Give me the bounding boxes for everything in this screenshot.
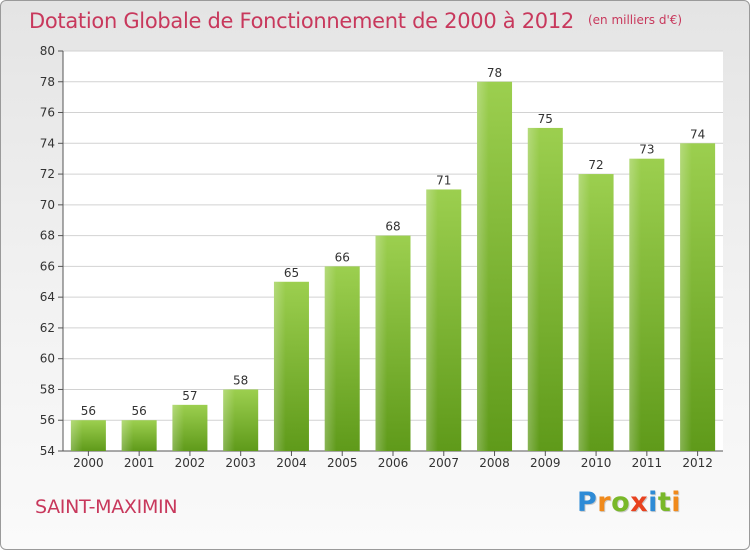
x-tick-label: 2011 bbox=[632, 456, 663, 470]
bar-value-label: 58 bbox=[233, 373, 248, 387]
x-tick-label: 2000 bbox=[73, 456, 104, 470]
bar-highlight bbox=[375, 235, 388, 451]
bar-value-label: 78 bbox=[487, 66, 502, 80]
y-tick-label: 80 bbox=[40, 44, 55, 58]
bar-value-label: 56 bbox=[132, 404, 147, 418]
bar-highlight bbox=[680, 143, 692, 452]
bar-highlight bbox=[426, 189, 438, 451]
logo-letter: i bbox=[671, 487, 682, 518]
x-tick-label: 2001 bbox=[124, 456, 155, 470]
y-tick-label: 64 bbox=[40, 290, 55, 304]
y-tick-label: 74 bbox=[40, 136, 55, 150]
bar-highlight bbox=[324, 266, 337, 451]
bar-value-label: 56 bbox=[81, 404, 96, 418]
bar-highlight bbox=[121, 420, 134, 451]
x-tick-label: 2010 bbox=[581, 456, 612, 470]
chart-title-text: Dotation Globale de Fonctionnement de 20… bbox=[29, 9, 574, 33]
bar-value-label: 66 bbox=[335, 250, 350, 264]
y-tick-label: 72 bbox=[40, 167, 55, 181]
logo-letter: t bbox=[657, 487, 672, 518]
y-tick-label: 58 bbox=[40, 382, 55, 396]
proxiti-logo: Proxiti bbox=[577, 487, 681, 518]
logo-letter: x bbox=[630, 487, 649, 518]
chart-unit: (en milliers d'€) bbox=[587, 13, 683, 27]
bar-highlight bbox=[629, 158, 642, 451]
y-tick-label: 70 bbox=[40, 198, 55, 212]
logo-letter: P bbox=[577, 487, 598, 518]
bar-highlight bbox=[273, 281, 286, 451]
y-tick-label: 62 bbox=[40, 321, 55, 335]
bar-value-label: 74 bbox=[690, 127, 705, 141]
logo-letter: o bbox=[611, 487, 631, 518]
x-tick-label: 2004 bbox=[276, 456, 307, 470]
bar-value-label: 71 bbox=[436, 173, 451, 187]
logo-letter: i bbox=[648, 487, 658, 518]
bar-highlight bbox=[70, 420, 83, 451]
y-tick-label: 78 bbox=[40, 75, 55, 89]
chart-title: Dotation Globale de Fonctionnement de 20… bbox=[29, 9, 682, 33]
x-tick-label: 2006 bbox=[378, 456, 409, 470]
y-tick-label: 56 bbox=[40, 413, 55, 427]
logo-letter: r bbox=[597, 487, 612, 518]
x-tick-label: 2002 bbox=[175, 456, 206, 470]
x-tick-label: 2003 bbox=[225, 456, 256, 470]
x-tick-label: 2007 bbox=[428, 456, 459, 470]
bar-highlight bbox=[172, 404, 185, 451]
y-tick-label: 60 bbox=[40, 352, 55, 366]
y-tick-label: 68 bbox=[40, 229, 55, 243]
x-tick-label: 2008 bbox=[479, 456, 510, 470]
x-tick-label: 2005 bbox=[327, 456, 358, 470]
bar-highlight bbox=[477, 81, 489, 452]
x-tick-label: 2009 bbox=[530, 456, 561, 470]
bar-highlight bbox=[578, 174, 591, 452]
bar-value-label: 75 bbox=[538, 112, 553, 126]
bar-value-label: 68 bbox=[385, 220, 400, 234]
bar-value-label: 73 bbox=[639, 143, 654, 157]
y-tick-label: 54 bbox=[40, 444, 55, 458]
bar-value-label: 65 bbox=[284, 266, 299, 280]
y-tick-label: 76 bbox=[40, 106, 55, 120]
bar-value-label: 57 bbox=[182, 389, 197, 403]
bar-highlight bbox=[527, 127, 540, 451]
commune-name: SAINT-MAXIMIN bbox=[35, 496, 178, 518]
x-tick-label: 2012 bbox=[682, 456, 713, 470]
y-tick-label: 66 bbox=[40, 259, 55, 273]
bar-highlight bbox=[223, 389, 235, 451]
bar-value-label: 72 bbox=[588, 158, 603, 172]
